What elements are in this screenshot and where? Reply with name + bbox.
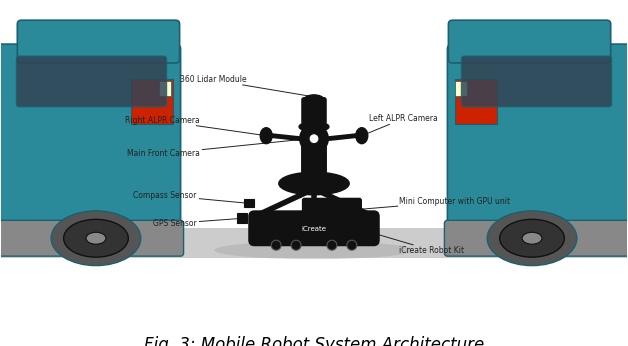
FancyBboxPatch shape <box>249 211 379 245</box>
Ellipse shape <box>356 128 368 144</box>
Text: 360 Lidar Module: 360 Lidar Module <box>180 75 311 97</box>
Bar <box>237 213 247 223</box>
FancyBboxPatch shape <box>0 220 183 256</box>
FancyBboxPatch shape <box>447 44 628 233</box>
Bar <box>159 81 171 96</box>
Circle shape <box>271 240 281 250</box>
Ellipse shape <box>51 211 141 266</box>
Ellipse shape <box>304 95 324 105</box>
Ellipse shape <box>214 241 414 259</box>
Bar <box>1 228 627 258</box>
Circle shape <box>309 134 319 144</box>
Ellipse shape <box>299 122 329 132</box>
Ellipse shape <box>522 232 542 244</box>
Text: Compass Sensor: Compass Sensor <box>133 191 247 203</box>
Ellipse shape <box>500 219 565 257</box>
Circle shape <box>300 125 328 153</box>
Ellipse shape <box>86 232 106 244</box>
Bar <box>244 199 254 207</box>
Text: GPS Sensor: GPS Sensor <box>153 219 239 228</box>
Ellipse shape <box>260 128 272 144</box>
Text: Mini Computer with GPU unit: Mini Computer with GPU unit <box>362 197 510 209</box>
Text: iCreate Robot Kit: iCreate Robot Kit <box>376 234 463 255</box>
Text: iCreate: iCreate <box>301 226 327 232</box>
Text: Main Front Camera: Main Front Camera <box>127 139 306 158</box>
Ellipse shape <box>487 211 577 266</box>
Circle shape <box>327 240 337 250</box>
Text: Right ALPR Camera: Right ALPR Camera <box>125 116 264 135</box>
FancyBboxPatch shape <box>448 20 610 63</box>
FancyBboxPatch shape <box>302 98 326 124</box>
FancyBboxPatch shape <box>303 198 361 220</box>
Circle shape <box>347 240 357 250</box>
Ellipse shape <box>279 173 349 194</box>
Bar <box>455 79 497 124</box>
FancyBboxPatch shape <box>445 220 628 256</box>
Text: Left ALPR Camera: Left ALPR Camera <box>364 114 438 135</box>
FancyBboxPatch shape <box>462 56 612 107</box>
Ellipse shape <box>63 219 128 257</box>
Text: Fig. 3: Mobile Robot System Architecture: Fig. 3: Mobile Robot System Architecture <box>144 336 484 346</box>
FancyBboxPatch shape <box>0 44 181 233</box>
Bar <box>131 79 173 124</box>
FancyBboxPatch shape <box>16 56 166 107</box>
Bar <box>455 81 467 96</box>
FancyBboxPatch shape <box>18 20 180 63</box>
Circle shape <box>291 240 301 250</box>
